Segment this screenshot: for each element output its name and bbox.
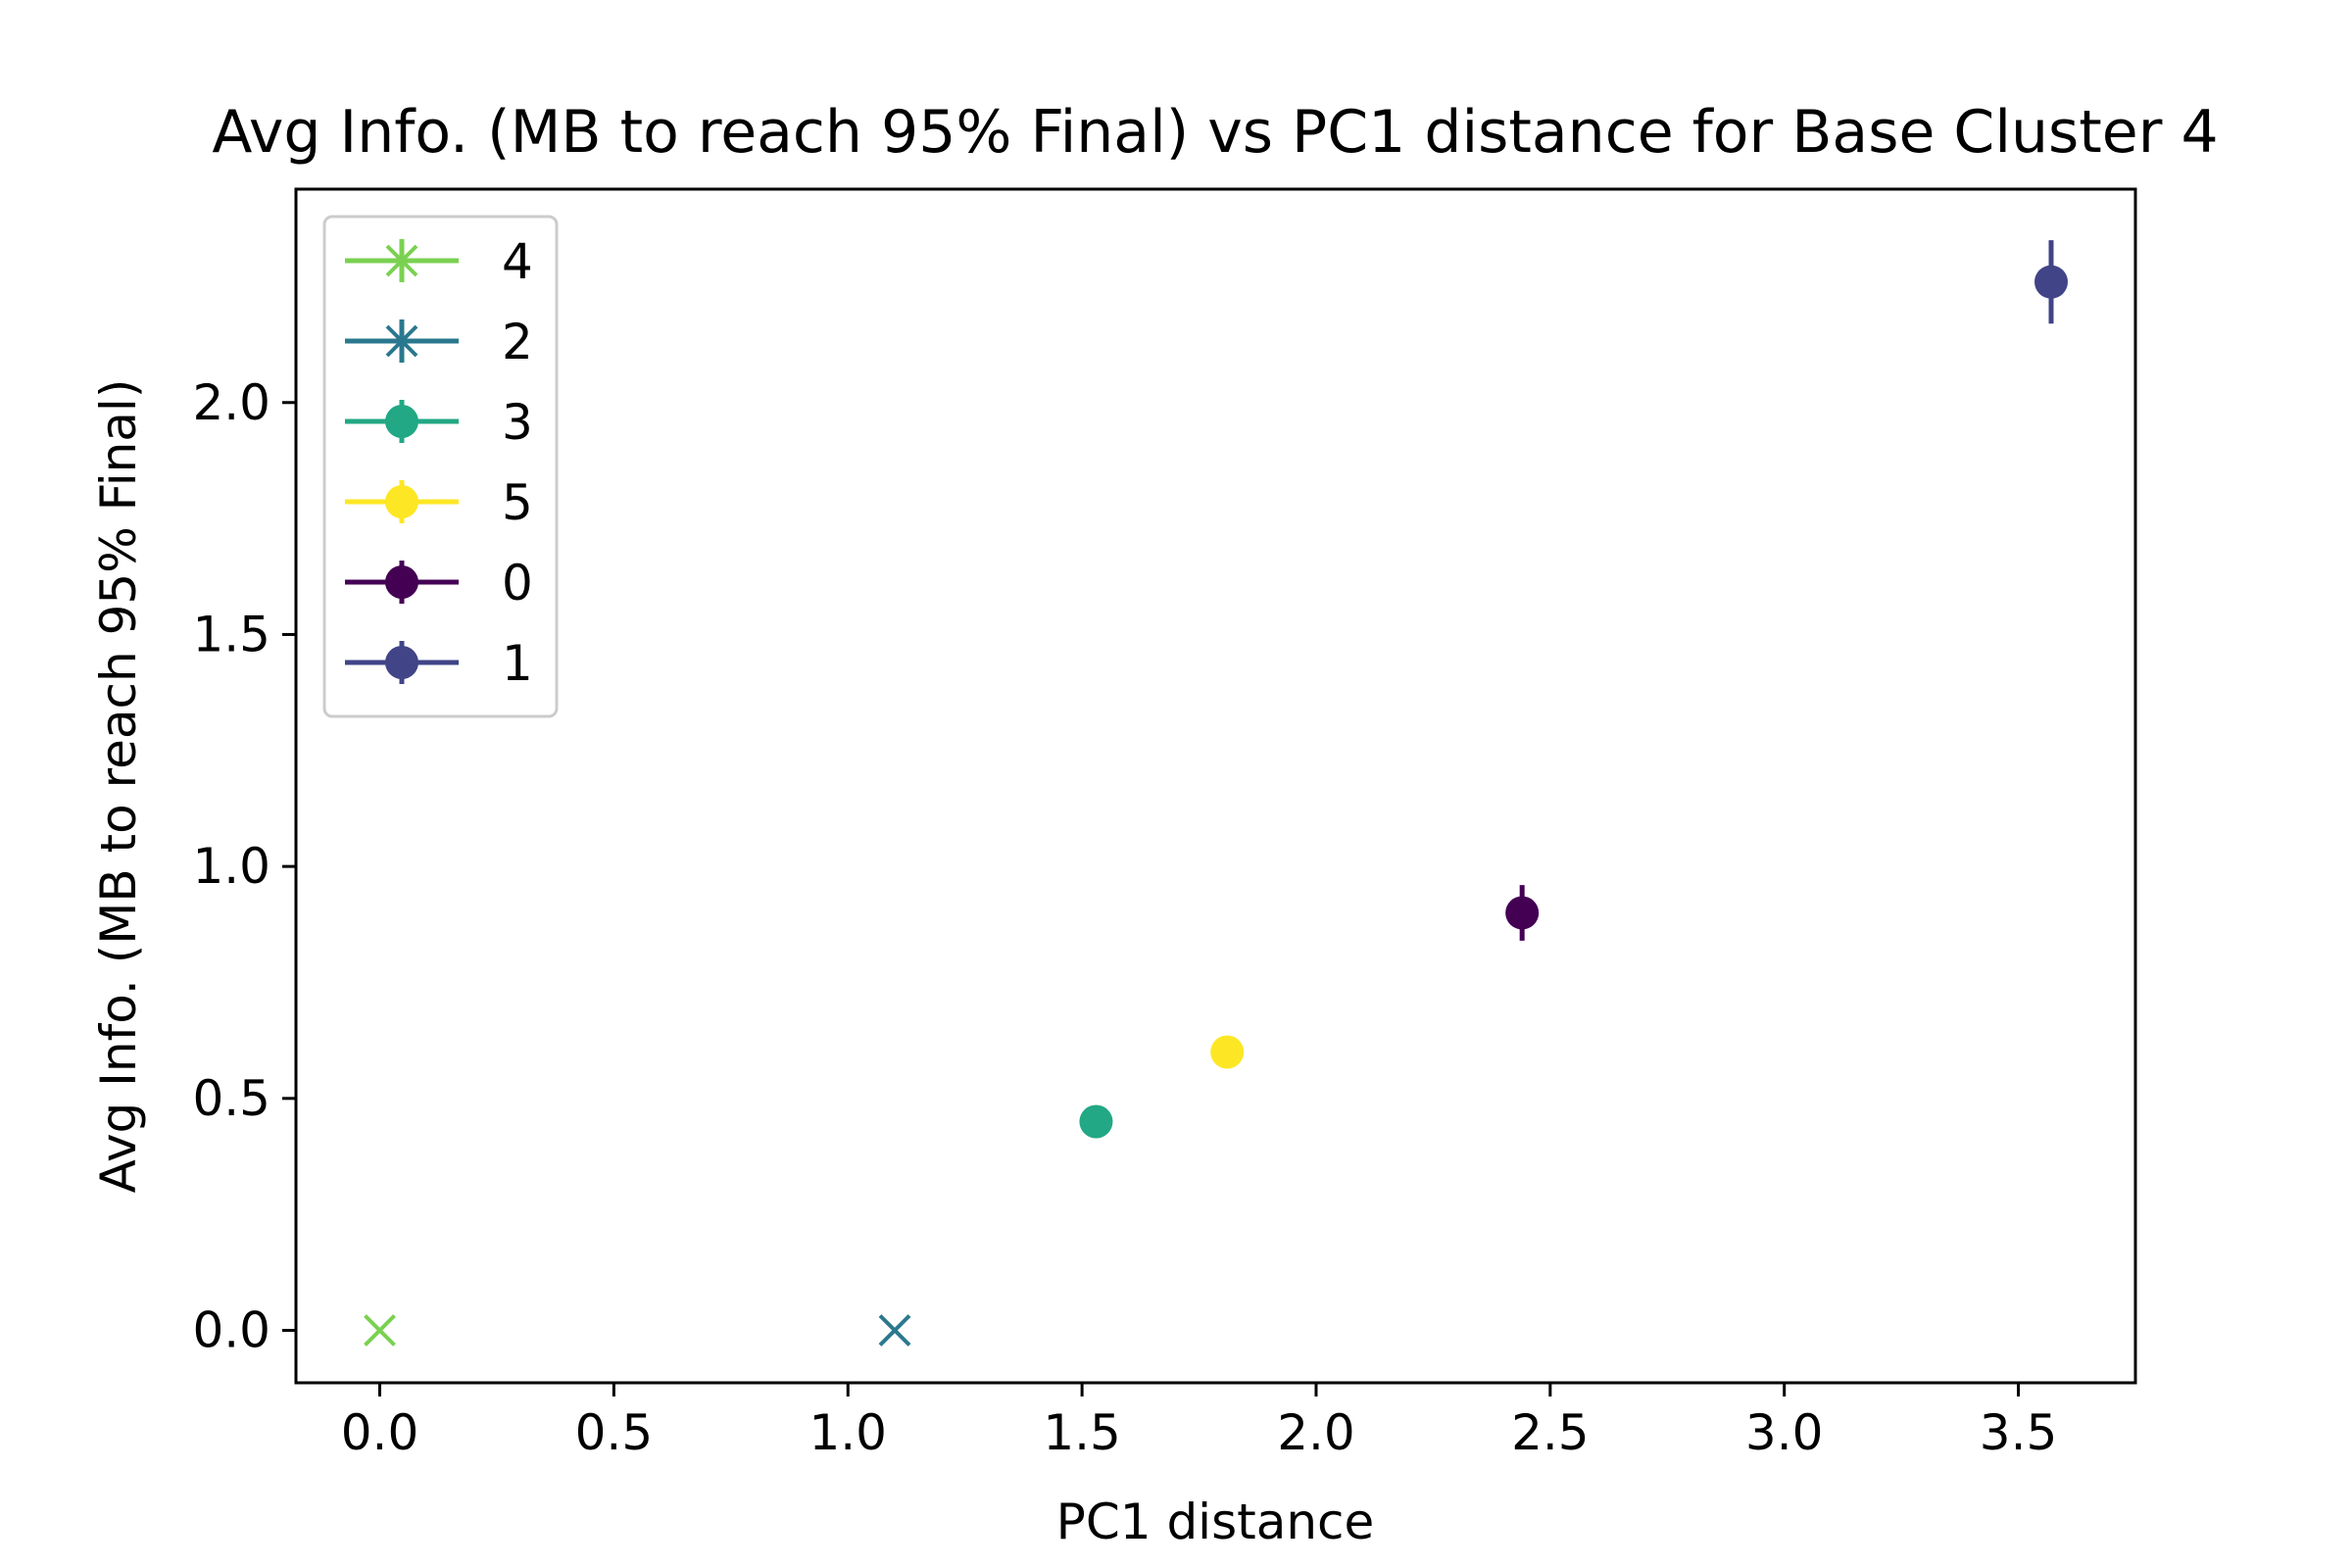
x-tick-label: 2.0	[1277, 1404, 1355, 1461]
legend-item-4: 4	[345, 233, 533, 290]
legend-item-3: 3	[345, 394, 533, 451]
point-series-5	[1210, 1035, 1245, 1069]
legend-item-5: 5	[345, 474, 533, 531]
legend-marker	[385, 405, 418, 438]
legend-marker	[385, 565, 418, 599]
x-axis-label: PC1 distance	[1056, 1494, 1375, 1550]
x-tick-label: 1.0	[808, 1404, 887, 1461]
y-tick-label: 2.0	[192, 374, 270, 431]
y-tick-label: 0.0	[192, 1302, 270, 1359]
point-series-2	[878, 1314, 911, 1347]
y-tick-label: 1.5	[192, 606, 270, 662]
y-axis-label: Avg Info. (MB to reach 95% Final)	[90, 379, 147, 1194]
plot-frame	[294, 187, 2137, 1385]
point-series-0	[1505, 896, 1540, 930]
legend-marker	[385, 646, 418, 679]
x-tick-label: 0.0	[341, 1404, 419, 1461]
y-tick-label: 1.0	[192, 838, 270, 895]
x-tick-label: 1.5	[1043, 1404, 1121, 1461]
marker-stroke	[364, 1314, 396, 1347]
legend-label: 4	[502, 233, 533, 290]
marker-stroke	[878, 1314, 911, 1347]
legend: 4 2 3 5 0 1	[322, 215, 559, 718]
point-series-4	[364, 1314, 396, 1347]
point-series-1	[2034, 265, 2069, 299]
axis-ticks: 0.0 0.5 1.0 1.5 2.0 2.5 3.0 3.5 0.0 0.5 1.0 1.5 2.0	[192, 374, 2057, 1461]
legend-marker	[385, 485, 418, 518]
x-tick-label: 3.5	[1980, 1404, 2058, 1461]
y-tick-label: 0.5	[192, 1070, 270, 1127]
legend-item-1: 1	[345, 635, 533, 692]
legend-label: 5	[502, 474, 533, 531]
legend-item-2: 2	[345, 314, 533, 370]
data-marks	[364, 240, 2069, 1347]
legend-label: 0	[502, 555, 533, 612]
legend-items: 4 2 3 5 0 1	[345, 233, 533, 692]
x-tick-label: 3.0	[1745, 1404, 1824, 1461]
legend-label: 3	[502, 394, 533, 451]
legend-label: 1	[502, 635, 533, 692]
chart-title: Avg Info. (MB to reach 95% Final) vs PC1…	[212, 98, 2218, 167]
x-tick-label: 0.5	[575, 1404, 654, 1461]
x-tick-label: 2.5	[1511, 1404, 1590, 1461]
legend-item-0: 0	[345, 555, 533, 612]
legend-label: 2	[502, 314, 533, 370]
point-series-3	[1079, 1104, 1113, 1139]
